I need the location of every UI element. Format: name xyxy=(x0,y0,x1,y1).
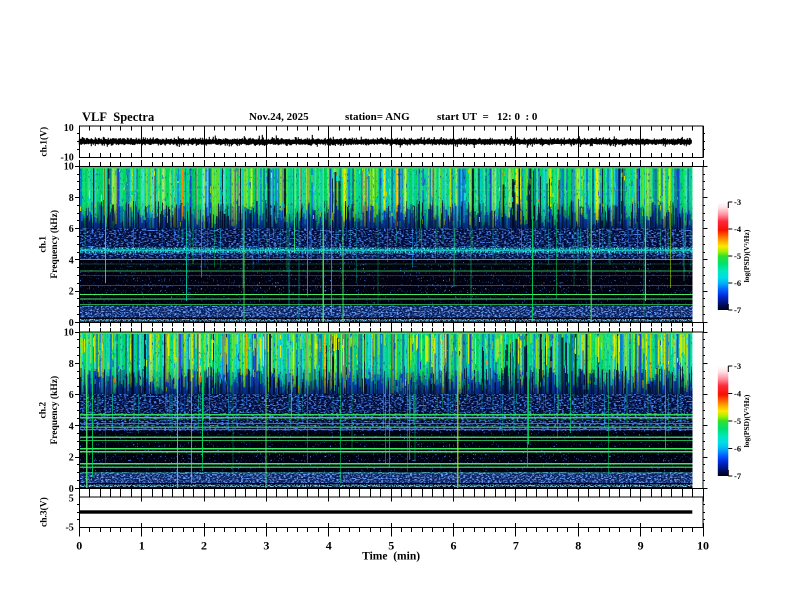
svg-text:0: 0 xyxy=(69,318,74,329)
svg-text:2: 2 xyxy=(69,453,74,464)
svg-text:2: 2 xyxy=(201,539,207,553)
svg-text:Nov.24, 2025: Nov.24, 2025 xyxy=(249,111,309,123)
svg-text:0: 0 xyxy=(76,539,82,553)
svg-text:start UT = 12: 0 : 0: start UT = 12: 0 : 0 xyxy=(437,111,538,123)
svg-text:Frequency (kHz): Frequency (kHz) xyxy=(49,376,60,445)
svg-text:-7: -7 xyxy=(734,305,742,315)
svg-text:ch.1: ch.1 xyxy=(39,236,49,253)
svg-text:VLF Spectra: VLF Spectra xyxy=(82,110,155,124)
svg-text:6: 6 xyxy=(69,390,74,401)
svg-text:10: 10 xyxy=(697,539,709,553)
svg-text:-5: -5 xyxy=(734,251,741,261)
svg-text:10: 10 xyxy=(64,123,74,134)
svg-text:Time (min): Time (min) xyxy=(362,551,420,563)
svg-text:6: 6 xyxy=(69,224,74,235)
svg-text:9: 9 xyxy=(638,539,644,553)
svg-text:4: 4 xyxy=(69,421,74,432)
svg-text:log(PSD)(V²/Hz): log(PSD)(V²/Hz) xyxy=(742,394,751,447)
svg-text:2: 2 xyxy=(69,287,74,298)
svg-text:4: 4 xyxy=(69,255,74,266)
svg-text:log(PSD)(V²/Hz): log(PSD)(V²/Hz) xyxy=(742,229,751,282)
svg-text:4: 4 xyxy=(326,539,332,553)
svg-text:1: 1 xyxy=(139,539,145,553)
svg-text:ch.3(V): ch.3(V) xyxy=(39,497,50,527)
svg-text:-6: -6 xyxy=(734,443,741,453)
svg-text:ch.2: ch.2 xyxy=(39,402,49,419)
svg-text:-10: -10 xyxy=(60,153,73,164)
svg-text:ch.1(V): ch.1(V) xyxy=(39,127,50,157)
svg-text:6: 6 xyxy=(451,539,457,553)
svg-text:8: 8 xyxy=(69,193,74,204)
svg-text:-7: -7 xyxy=(734,471,742,481)
svg-text:-4: -4 xyxy=(734,388,742,398)
svg-text:5: 5 xyxy=(388,539,394,553)
svg-text:3: 3 xyxy=(263,539,269,553)
svg-text:5: 5 xyxy=(69,493,74,504)
svg-text:8: 8 xyxy=(69,359,74,370)
svg-text:10: 10 xyxy=(64,328,74,339)
svg-text:-3: -3 xyxy=(734,197,741,207)
svg-text:8: 8 xyxy=(575,539,581,553)
svg-text:0: 0 xyxy=(69,484,74,495)
svg-text:-5: -5 xyxy=(734,416,741,426)
svg-text:-6: -6 xyxy=(734,278,741,288)
svg-text:Frequency (kHz): Frequency (kHz) xyxy=(49,210,60,279)
svg-text:station= ANG: station= ANG xyxy=(345,111,410,123)
svg-text:-5: -5 xyxy=(65,523,73,534)
svg-text:-3: -3 xyxy=(734,361,741,371)
svg-text:7: 7 xyxy=(513,539,519,553)
svg-text:10: 10 xyxy=(64,162,74,173)
svg-text:-4: -4 xyxy=(734,224,742,234)
